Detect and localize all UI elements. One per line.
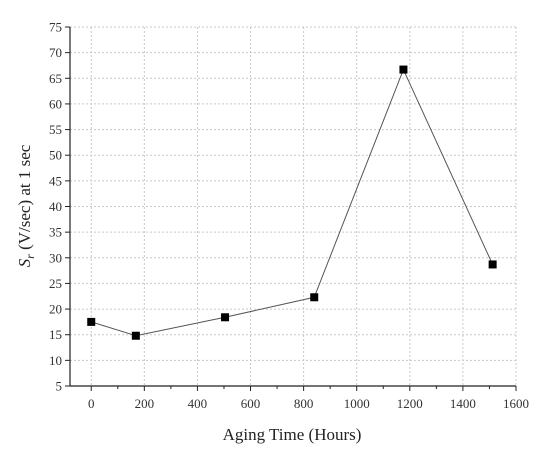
y-axis-title: Sr (V/sec) at 1 sec [15, 144, 37, 267]
y-tick-label: 20 [49, 302, 62, 317]
x-tick-label: 1200 [397, 396, 423, 411]
y-tick-label: 40 [49, 199, 62, 214]
x-tick-label: 1600 [503, 396, 529, 411]
y-tick-label: 5 [56, 379, 63, 394]
data-point [310, 293, 319, 302]
x-axis-title: Aging Time (Hours) [223, 425, 362, 444]
data-point [131, 331, 140, 340]
y-tick-label: 30 [49, 250, 62, 265]
y-tick-label: 65 [49, 71, 62, 86]
y-tick-label: 75 [49, 20, 62, 35]
y-tick-label: 60 [49, 96, 62, 111]
y-tick-label: 50 [49, 148, 62, 163]
data-point [87, 317, 96, 326]
y-axis-title-subscript: r [23, 254, 37, 259]
x-tick-label: 1400 [450, 396, 476, 411]
x-tick-label: 400 [188, 396, 208, 411]
x-tick-label: 0 [88, 396, 95, 411]
y-tick-label: 45 [49, 173, 62, 188]
y-tick-label: 15 [49, 327, 62, 342]
y-tick-label: 10 [49, 353, 62, 368]
y-tick-label: 55 [49, 122, 62, 137]
data-point [399, 65, 408, 74]
series-line [91, 68, 494, 337]
y-tick-label: 70 [49, 45, 62, 60]
y-tick-label: 25 [49, 276, 62, 291]
x-tick-label: 800 [294, 396, 314, 411]
y-axis-title-rest: (V/sec) at 1 sec [15, 144, 34, 254]
data-series [87, 65, 497, 340]
axes: 5 10 15 20 25 30 35 40 45 50 55 60 65 70 75 0 200 400 600 8… [49, 20, 529, 412]
x-tick-label: 200 [135, 396, 155, 411]
x-tick-label: 600 [241, 396, 261, 411]
x-tick-label: 1000 [344, 396, 370, 411]
data-point [488, 260, 497, 269]
y-axis-title-symbol: S [15, 258, 34, 267]
y-tick-label: 35 [49, 225, 62, 240]
data-point [221, 313, 230, 322]
